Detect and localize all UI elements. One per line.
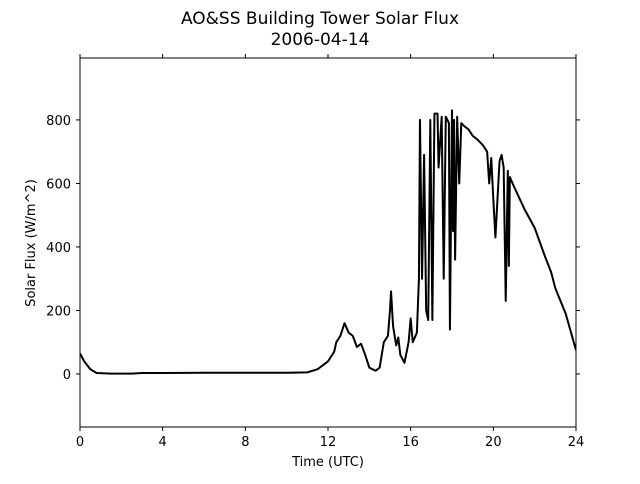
plot-frame [79, 57, 577, 428]
x-axis-label: Time (UTC) [291, 455, 364, 470]
data-line [80, 109, 576, 375]
x-tick-label: 12 [320, 435, 337, 450]
chart-title: AO&SS Building Tower Solar Flux [181, 9, 459, 29]
y-axis-label: Solar Flux (W/m^2) [24, 179, 39, 307]
x-tick-label: 24 [568, 435, 585, 450]
chart-subtitle: 2006-04-14 [271, 30, 370, 50]
x-tick-label: 8 [241, 435, 249, 450]
y-tick-label: 0 [63, 368, 71, 383]
x-tick-label: 16 [402, 435, 419, 450]
y-tick-label: 600 [46, 177, 71, 192]
x-tick-label: 20 [485, 435, 502, 450]
y-tick-label: 800 [46, 114, 71, 129]
y-tick-label: 400 [46, 241, 71, 256]
y-tick-label: 200 [46, 304, 71, 319]
x-tick-label: 0 [76, 435, 84, 450]
x-tick-label: 4 [159, 435, 167, 450]
